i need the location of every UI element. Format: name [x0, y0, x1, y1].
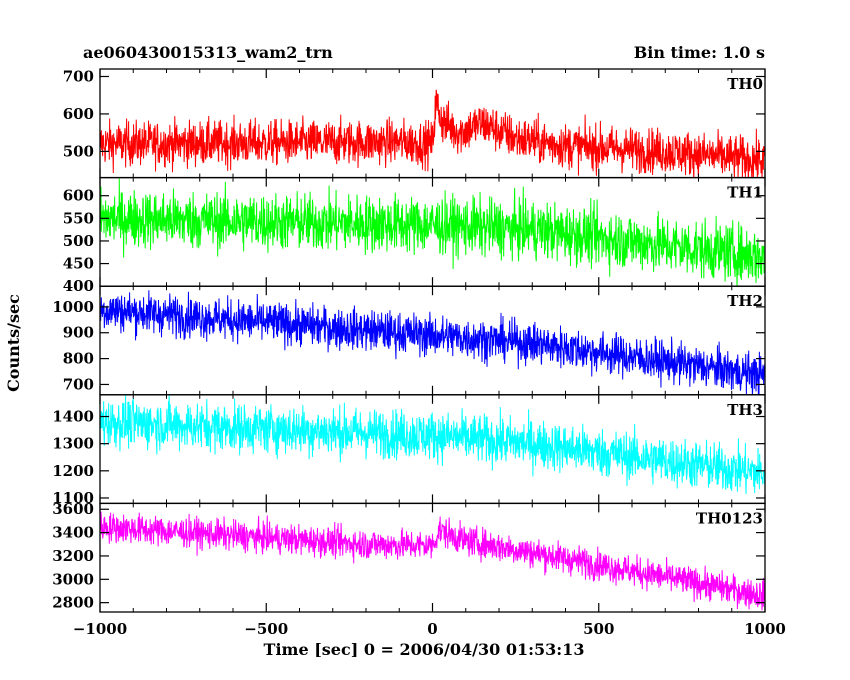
y-tick-label: 1400: [52, 408, 94, 426]
series-th3-line: [100, 394, 765, 495]
panel-frame: [99, 502, 766, 613]
x-axis: −1000 −500 0 500 1000: [73, 620, 786, 638]
panel-th2: 700 800 900 1000 TH2: [52, 285, 766, 396]
y-tick-label: 550: [63, 209, 94, 227]
x-tick-label: 0: [427, 620, 437, 638]
series-th1-line: [100, 178, 765, 287]
y-tick-label: 1200: [52, 462, 94, 480]
y-tick-label: 500: [63, 142, 94, 160]
y-tick-label: 3000: [52, 570, 94, 588]
y-tick-label: 1300: [52, 435, 94, 453]
x-tick-label: −1000: [73, 620, 127, 638]
y-tick-label: 900: [63, 324, 94, 342]
y-tick-label: 800: [63, 350, 94, 368]
series-th0123-line: [100, 511, 765, 611]
y-tick-label: 600: [63, 105, 94, 123]
y-tick-label: 3200: [52, 547, 94, 565]
y-tick-label: 1100: [52, 489, 94, 507]
y-tick-label: 600: [63, 187, 94, 205]
y-tick-label: 2800: [52, 594, 94, 612]
y-tick-label: 500: [63, 232, 94, 250]
x-tick-label: 1000: [744, 620, 786, 638]
chart-title-right: Bin time: 1.0 s: [634, 43, 765, 62]
x-tick-label: 500: [583, 620, 614, 638]
panel-label-th0123: TH0123: [696, 509, 763, 527]
y-tick-label: 700: [63, 67, 94, 85]
panel-th0123: 2800 3000 3200 3400 3600 TH0123: [52, 500, 766, 613]
y-tick-label: 700: [63, 375, 94, 393]
x-axis-label: Time [sec] 0 = 2006/04/30 01:53:13: [264, 640, 585, 659]
panel-label-th1: TH1: [727, 184, 763, 202]
series-th2-line: [100, 290, 765, 395]
panel-th3: 1100 1200 1300 1400 TH3: [52, 394, 766, 507]
chart-title-left: ae060430015313_wam2_trn: [83, 43, 333, 62]
panel-label-th2: TH2: [727, 292, 763, 310]
panel-th1: 400 450 500 550 600 TH1: [63, 176, 766, 295]
panel-frame: [99, 394, 766, 505]
panels-group: 500 600 700 TH0 400 450 500 550 600 TH1 700 800 900 1…: [52, 67, 766, 613]
panel-label-th3: TH3: [727, 401, 763, 419]
panel-label-th0: TH0: [727, 75, 763, 93]
panel-th0: 500 600 700 TH0: [63, 67, 766, 179]
y-axis-label: Counts/sec: [4, 294, 23, 392]
y-tick-label: 450: [63, 255, 94, 273]
x-tick-label: −500: [244, 620, 288, 638]
y-tick-label: 3400: [52, 524, 94, 542]
y-tick-label: 3600: [52, 500, 94, 518]
y-tick-label: 400: [63, 277, 94, 295]
y-tick-label: 1000: [52, 298, 94, 316]
series-th0-line: [100, 89, 765, 178]
